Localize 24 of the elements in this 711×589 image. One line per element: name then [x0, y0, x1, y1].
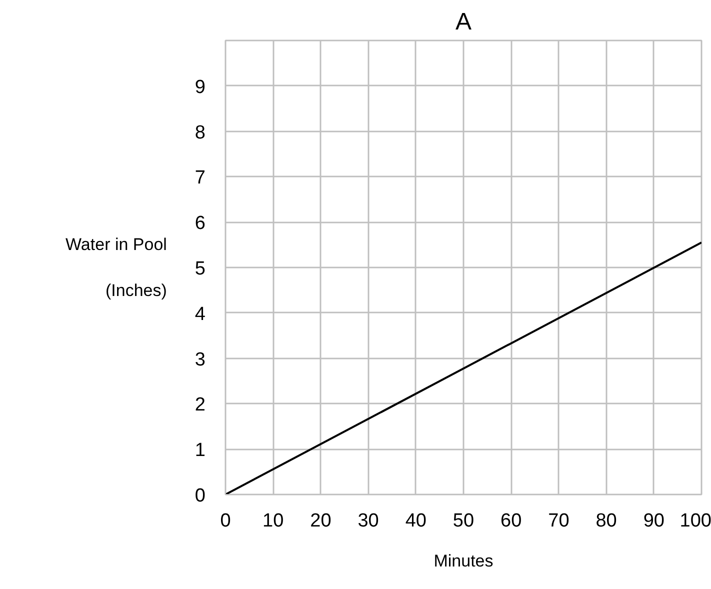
x-tick-label: 10 — [262, 510, 284, 532]
x-tick-label: 100 — [680, 510, 711, 532]
x-tick-label: 40 — [405, 510, 426, 532]
x-tick-label: 0 — [220, 510, 231, 532]
chart-title: A — [455, 8, 472, 36]
x-axis-title: Minutes — [434, 552, 494, 570]
y-tick-label: 0 — [194, 486, 206, 506]
x-tick-label: 20 — [310, 510, 332, 532]
y-tick-label: 3 — [194, 349, 206, 370]
y-tick-label: 1 — [194, 440, 206, 462]
x-tick-label: 70 — [548, 510, 570, 532]
x-tick-label: 50 — [452, 510, 474, 532]
y-tick-label: 6 — [194, 213, 206, 234]
y-tick-label: 8 — [194, 122, 206, 144]
y-tick-label: 5 — [194, 258, 206, 280]
y-tick-label: 9 — [194, 76, 206, 98]
x-tick-label: 90 — [643, 510, 664, 532]
y-tick-label: 2 — [194, 394, 206, 416]
x-tick-label: 30 — [358, 510, 379, 532]
y-tick-label: 7 — [194, 168, 206, 189]
x-tick-label: 60 — [500, 510, 522, 532]
y-tick-label: 4 — [194, 304, 206, 325]
text: Water in Pool (Inches) — [66, 235, 167, 300]
x-tick-label: 80 — [596, 510, 617, 532]
